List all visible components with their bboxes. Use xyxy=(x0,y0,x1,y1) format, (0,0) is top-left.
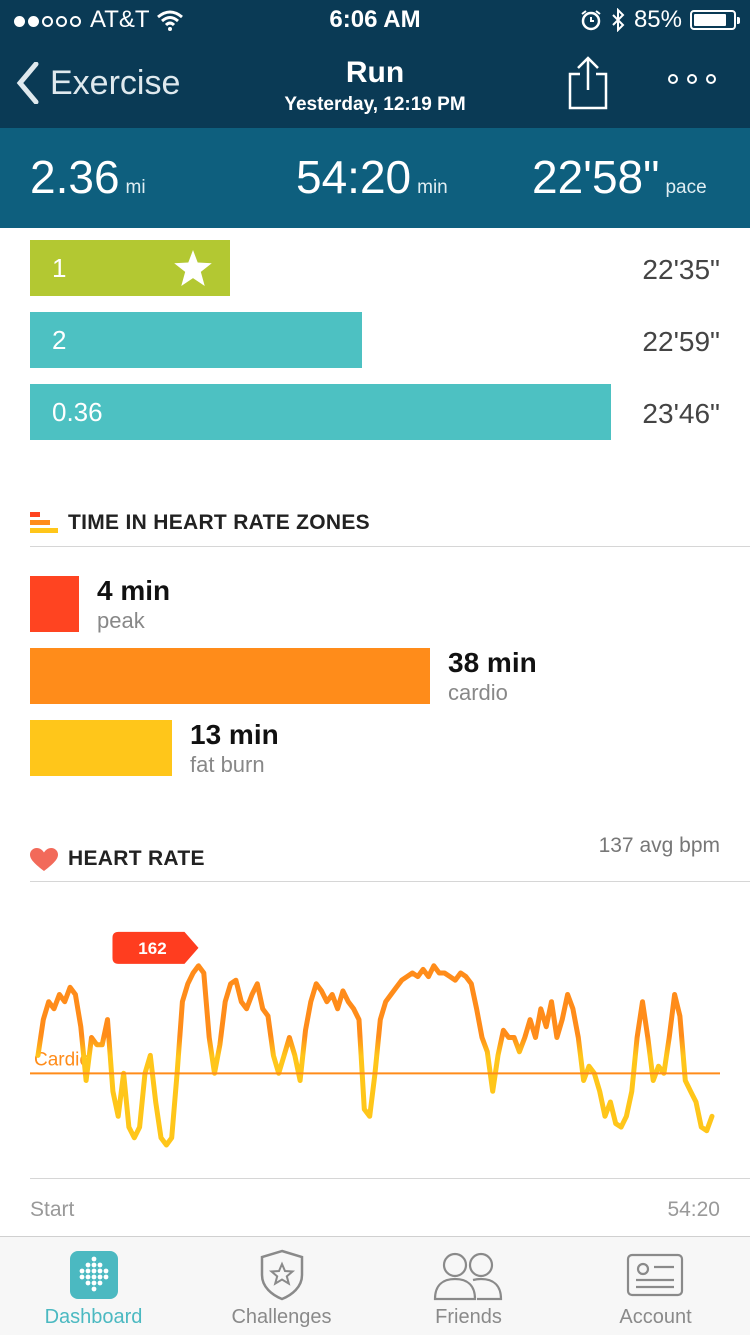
heart-rate-series-line xyxy=(35,963,715,1148)
pace-value: 22'58" xyxy=(532,151,660,203)
x-axis-start-label: Start xyxy=(30,1198,75,1221)
dashboard-icon xyxy=(70,1251,118,1299)
zone-bar-fat-burn xyxy=(30,720,172,776)
wifi-icon xyxy=(156,10,183,31)
zone-bar-cardio xyxy=(30,648,430,704)
tab-friends[interactable]: Friends xyxy=(375,1237,562,1335)
navigation-bar: AT&T 6:06 AM 85% Exercise Run Yesterday,… xyxy=(0,0,750,128)
share-icon[interactable] xyxy=(566,56,610,110)
average-bpm: 137 avg bpm xyxy=(598,834,720,857)
section-title-zones: TIME IN HEART RATE ZONES xyxy=(68,511,370,534)
more-options-button[interactable] xyxy=(668,74,716,84)
section-title-heart-rate: HEART RATE xyxy=(68,847,205,870)
distance-unit: mi xyxy=(125,177,146,198)
threshold-label: Cardio xyxy=(34,1049,90,1070)
distance-stat: 2.36 mi xyxy=(30,150,146,204)
x-axis-end-label: 54:20 xyxy=(667,1198,720,1221)
chevron-left-icon xyxy=(16,62,39,104)
duration-value: 54:20 xyxy=(296,151,412,203)
pace-stat: 22'58" pace xyxy=(532,150,707,204)
peak-marker: 162 xyxy=(112,931,199,964)
heart-rate-chart[interactable]: Cardio 162 xyxy=(0,900,750,1190)
zone-label-fat-burn: fat burn xyxy=(190,752,265,777)
signal-strength-icon xyxy=(14,6,84,34)
split-bar[interactable]: 2 xyxy=(30,312,362,368)
split-bar[interactable]: 0.36 xyxy=(30,384,611,440)
battery-percent: 85% xyxy=(633,6,682,33)
split-time: 23'46" xyxy=(642,398,720,429)
split-time: 22'59" xyxy=(642,326,720,357)
status-bar: AT&T 6:06 AM 85% xyxy=(0,0,750,40)
tab-dashboard[interactable]: Dashboard xyxy=(0,1237,187,1335)
divider xyxy=(30,546,750,547)
split-label: 2 xyxy=(52,324,67,355)
tab-label: Dashboard xyxy=(44,1306,143,1328)
tab-label: Account xyxy=(619,1306,692,1328)
zone-label-cardio: cardio xyxy=(448,680,508,705)
heart-rate-zones-icon xyxy=(30,512,58,533)
account-icon xyxy=(626,1253,684,1297)
carrier-label: AT&T xyxy=(90,6,150,33)
peak-value-label: 162 xyxy=(138,939,166,958)
tab-bar: Dashboard Challenges Friends xyxy=(0,1236,750,1335)
distance-value: 2.36 xyxy=(30,151,120,203)
back-label: Exercise xyxy=(50,63,181,102)
split-bar[interactable]: 1 xyxy=(30,240,230,296)
split-label: 1 xyxy=(52,252,67,283)
workout-summary: 2.36 mi 54:20 min 22'58" pace xyxy=(0,128,750,228)
friends-icon xyxy=(433,1252,503,1301)
split-time: 22'35" xyxy=(642,254,720,285)
chart-axis-line xyxy=(30,1178,750,1179)
tab-challenges[interactable]: Challenges xyxy=(188,1237,375,1335)
alarm-icon xyxy=(581,10,601,31)
tab-label: Friends xyxy=(435,1306,502,1328)
battery-icon xyxy=(690,10,740,30)
challenges-icon xyxy=(260,1249,304,1301)
page-subtitle: Yesterday, 12:19 PM xyxy=(284,94,466,115)
zone-label-peak: peak xyxy=(97,608,145,633)
duration-stat: 54:20 min xyxy=(296,150,448,204)
bluetooth-icon xyxy=(612,8,625,32)
zone-bar-peak xyxy=(30,576,79,632)
page-title: Run xyxy=(345,56,405,89)
tab-account[interactable]: Account xyxy=(562,1237,749,1335)
zone-value-fat-burn: 13 min xyxy=(190,719,279,750)
duration-unit: min xyxy=(417,177,448,198)
back-button[interactable]: Exercise xyxy=(16,62,180,104)
clock: 6:06 AM xyxy=(329,6,421,33)
pace-unit: pace xyxy=(665,177,707,198)
split-label: 0.36 xyxy=(52,396,103,427)
divider xyxy=(30,881,750,882)
heart-icon xyxy=(30,848,58,871)
zone-value-peak: 4 min xyxy=(97,575,171,606)
tab-label: Challenges xyxy=(231,1306,332,1328)
zone-value-cardio: 38 min xyxy=(448,647,537,678)
star-icon xyxy=(174,250,212,286)
